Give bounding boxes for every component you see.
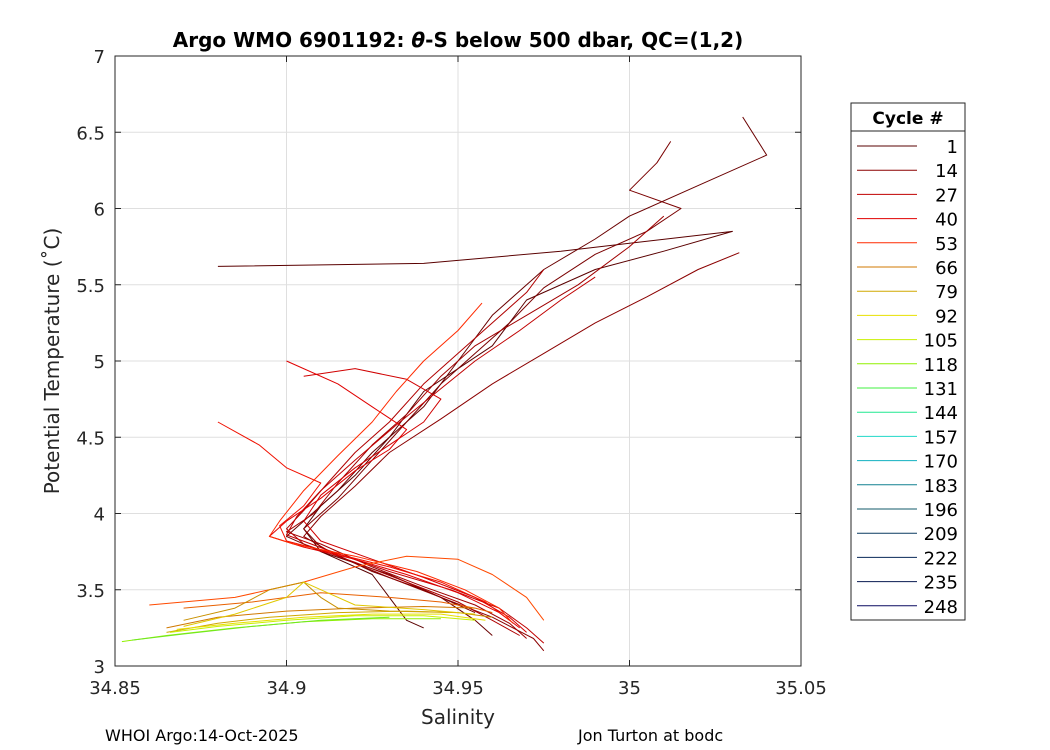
x-axis-label: Salinity: [421, 705, 495, 729]
legend-label: 222: [924, 548, 958, 569]
series-group: [121, 116, 768, 652]
series-line: [286, 215, 665, 639]
legend-label: 183: [924, 476, 958, 497]
footer-right-text: Jon Turton at bodc: [578, 726, 724, 745]
series-line: [303, 368, 527, 633]
x-tick-label: 34.9: [266, 678, 306, 699]
legend-label: 27: [935, 185, 958, 206]
series-line: [166, 610, 459, 633]
series-line: [169, 615, 476, 633]
y-tick-label: 3.5: [76, 581, 105, 602]
legend-label: 144: [924, 403, 958, 424]
x-tick-label: 35.05: [775, 678, 827, 699]
y-tick-label: 6.5: [76, 123, 105, 144]
series-line: [132, 616, 390, 641]
legend-label: 53: [935, 234, 958, 255]
legend: Cycle # 1 14 27 40 53 66 79 92 105 118 131 144 157 17…: [850, 102, 966, 621]
series-line: [286, 276, 596, 644]
y-tick-label: 5: [94, 352, 105, 373]
legend-label: 105: [924, 331, 958, 352]
y-axis-label: Potential Temperature (˚C): [40, 228, 64, 495]
series-line: [183, 581, 476, 627]
series-line: [166, 606, 476, 629]
legend-title: Cycle #: [872, 109, 943, 129]
y-tick-label: 6: [94, 200, 105, 221]
legend-label: 248: [924, 597, 958, 618]
legend-label: 131: [924, 379, 958, 400]
footer-left-text: WHOI Argo:14-Oct-2025: [105, 726, 299, 745]
legend-label: 209: [924, 524, 958, 545]
series-line: [268, 360, 520, 629]
x-tick-label: 35: [618, 678, 641, 699]
legend-label: 92: [935, 306, 958, 327]
ticks: 34.85 34.9 34.95 35 35.05 3 3.5 4 4.5 5 5.5 6 6.5 7: [76, 47, 826, 699]
chart-title: Argo WMO 6901192: θ-S below 500 dbar, QC…: [173, 28, 743, 52]
legend-label: 66: [935, 258, 958, 279]
legend-label: 1: [947, 137, 958, 158]
series-line: [217, 421, 510, 621]
legend-label: 235: [924, 573, 958, 594]
legend-label: 14: [935, 161, 958, 182]
x-tick-label: 34.85: [89, 678, 141, 699]
legend-box: [850, 102, 966, 621]
series-line: [303, 252, 740, 652]
y-tick-label: 7: [94, 47, 105, 68]
legend-label: 196: [924, 500, 958, 521]
y-tick-label: 4.5: [76, 428, 105, 449]
x-tick-label: 34.95: [432, 678, 484, 699]
legend-label: 170: [924, 452, 958, 473]
y-tick-label: 4: [94, 505, 105, 526]
legend-label: 40: [935, 210, 958, 231]
legend-label: 118: [924, 355, 958, 376]
series-line: [268, 302, 514, 624]
legend-label: 79: [935, 282, 958, 303]
y-tick-label: 3: [94, 657, 105, 678]
y-tick-label: 5.5: [76, 276, 105, 297]
legend-items: 1 14 27 40 53 66 79 92 105 118 131 144 157 170 183 196 2…: [857, 137, 958, 618]
series-line: [176, 613, 486, 630]
series-line: [149, 555, 545, 621]
legend-label: 157: [924, 427, 958, 448]
